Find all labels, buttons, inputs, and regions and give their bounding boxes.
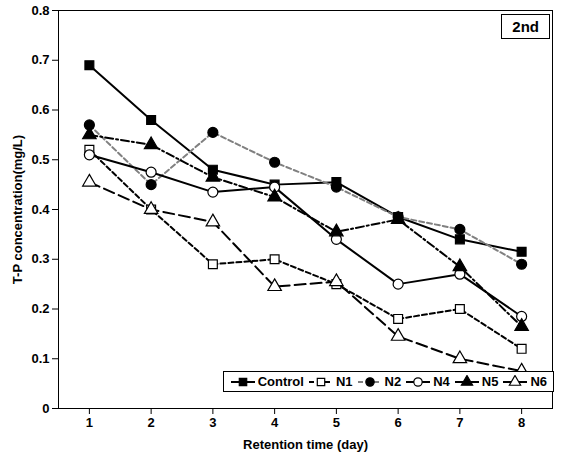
html-text:N6: N6	[530, 374, 547, 389]
svg-text:6: 6	[395, 415, 402, 430]
html-text:N1: N1	[335, 374, 353, 389]
svg-text:0.4: 0.4	[31, 202, 50, 217]
svg-text:0.7: 0.7	[31, 52, 49, 67]
svg-text:0.8: 0.8	[31, 3, 49, 18]
svg-text:7: 7	[456, 415, 463, 430]
svg-text:0.5: 0.5	[31, 152, 49, 167]
html-text:N2: N2	[384, 374, 402, 389]
svg-text:1: 1	[86, 415, 93, 430]
svg-text:0: 0	[42, 401, 49, 416]
html-text:N5: N5	[481, 374, 499, 389]
svg-text:3: 3	[209, 415, 216, 430]
svg-text:0.1: 0.1	[31, 351, 49, 366]
svg-text:0.3: 0.3	[31, 251, 49, 266]
svg-text:T-P concentration(mg/L): T-P concentration(mg/L)	[10, 135, 25, 284]
svg-text:4: 4	[271, 415, 279, 430]
html-text:Control: Control	[257, 374, 304, 389]
svg-text:0.6: 0.6	[31, 102, 49, 117]
html-text:N4: N4	[433, 374, 450, 389]
svg-text:5: 5	[333, 415, 340, 430]
html-text:2nd: 2nd	[512, 18, 539, 35]
svg-text:Retention time (day): Retention time (day)	[243, 437, 368, 452]
svg-text:0.2: 0.2	[31, 301, 49, 316]
svg-text:2: 2	[148, 415, 155, 430]
svg-text:8: 8	[518, 415, 525, 430]
